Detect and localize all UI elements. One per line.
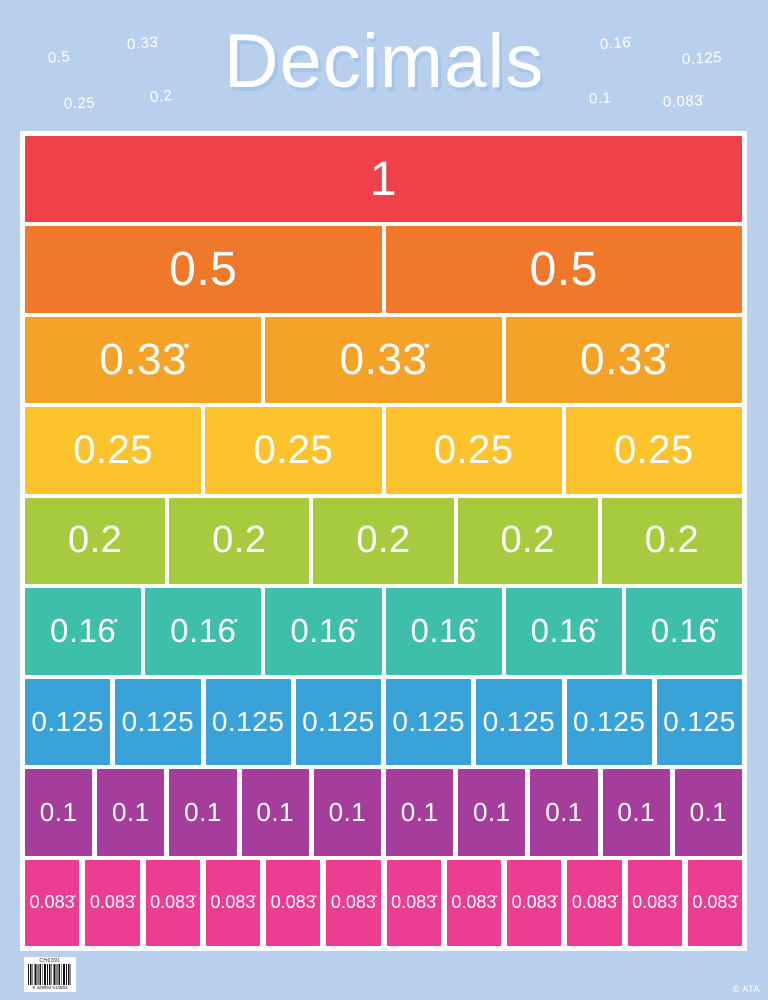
decimal-segment: 0.083̇ — [687, 859, 742, 946]
wall-row-2-parts: 0.5 0.5 — [25, 226, 742, 313]
decimal-segment: 0.1 — [602, 769, 670, 856]
decimal-segment: 0.125 — [386, 678, 472, 766]
decimal-segment: 0.5 — [385, 226, 742, 313]
decimal-segment: 0.1 — [674, 769, 743, 856]
decimal-segment: 0.083̇ — [446, 859, 501, 946]
decimal-segment: 1 — [25, 136, 742, 223]
header: 0.5 0.33̇ 0.25 0.2 0.16̇ 0.125 0.1 0.083… — [0, 0, 768, 131]
decimal-segment: 0.1 — [97, 769, 165, 856]
poster-title: Decimals — [223, 19, 545, 104]
wall-row-10-parts: 0.1 0.1 0.1 0.1 0.1 0.1 0.1 0.1 0.1 0.1 — [25, 769, 743, 856]
decimal-segment: 0.16̇ — [25, 588, 142, 675]
decimal-segment: 0.125 — [205, 678, 291, 766]
decimal-segment: 0.33̇ — [265, 316, 502, 404]
wall-row-5-parts: 0.2 0.2 0.2 0.2 0.2 — [25, 497, 743, 585]
decimal-segment: 0.083̇ — [507, 859, 562, 946]
decimal-segment: 0.083̇ — [627, 859, 682, 946]
decimal-segment: 0.16̇ — [145, 588, 262, 675]
decimal-segment: 0.1 — [386, 769, 454, 856]
decimal-segment: 0.083̇ — [145, 859, 200, 946]
decimal-segment: 0.16̇ — [625, 588, 743, 675]
decimal-segment: 0.125 — [656, 678, 742, 766]
decimal-segment: 0.1 — [241, 769, 309, 856]
wall-row-8-parts: 0.125 0.125 0.125 0.125 0.125 0.125 0.125 0.125 — [25, 678, 742, 766]
decimal-segment: 0.25 — [205, 407, 382, 494]
wall-row-3-parts: 0.33̇ 0.33̇ 0.33̇ — [25, 316, 742, 404]
wall-row-1-parts: 1 — [25, 136, 742, 223]
decimal-segment: 0.1 — [530, 769, 598, 856]
decimal-segment: 0.16̇ — [505, 588, 622, 675]
decimal-segment: 0.125 — [295, 678, 381, 766]
wall-row-6-parts: 0.16̇ 0.16̇ 0.16̇ 0.16̇ 0.16̇ 0.16̇ — [25, 588, 743, 675]
decimal-segment: 0.16̇ — [385, 588, 502, 675]
decimal-segment: 0.33̇ — [505, 316, 742, 404]
decimal-segment: 0.2 — [25, 497, 166, 585]
decimal-segment: 0.25 — [565, 407, 742, 494]
decimal-segment: 0.083̇ — [266, 859, 321, 946]
decimal-segment: 0.2 — [457, 497, 598, 585]
decimal-segment: 0.083̇ — [386, 859, 441, 946]
decimal-segment: 0.083̇ — [25, 859, 80, 946]
decimal-segment: 0.083̇ — [567, 859, 622, 946]
decimal-segment: 0.125 — [566, 678, 652, 766]
decimal-segment: 0.33̇ — [25, 316, 262, 404]
decimal-segment: 0.2 — [169, 497, 310, 585]
decimal-fraction-wall: 1 0.5 0.5 0.33̇ 0.33̇ 0.33̇ 0.25 0.25 0.25 0.25 0.… — [20, 131, 747, 951]
barcode-label: CH6391 — [39, 958, 61, 964]
decimal-segment: 0.125 — [25, 678, 111, 766]
copyright-notice: © ATA — [732, 984, 760, 994]
decimal-segment: 0.25 — [385, 407, 562, 494]
decimal-segment: 0.1 — [169, 769, 237, 856]
decimal-segment: 0.083̇ — [85, 859, 140, 946]
decimal-segment: 0.2 — [601, 497, 743, 585]
decimal-segment: 0.16̇ — [265, 588, 382, 675]
decimal-segment: 0.083̇ — [205, 859, 260, 946]
decimal-segment: 0.1 — [25, 769, 93, 856]
decimal-segment: 0.5 — [25, 226, 382, 313]
decimal-segment: 0.125 — [115, 678, 201, 766]
barcode: CH6391 9 329094 013583 — [24, 957, 76, 992]
decimal-segment: 0.125 — [476, 678, 562, 766]
decimal-segment: 0.083̇ — [326, 859, 381, 946]
wall-row-4-parts: 0.25 0.25 0.25 0.25 — [25, 407, 742, 494]
decimal-segment: 0.1 — [313, 769, 382, 856]
barcode-bars-icon — [28, 964, 72, 985]
wall-row-12-parts: 0.083̇ 0.083̇ 0.083̇ 0.083̇ 0.083̇ 0.083̇ 0.08… — [25, 859, 742, 946]
barcode-number: 9 329094 013583 — [32, 985, 68, 990]
decimal-segment: 0.2 — [313, 497, 454, 585]
decimal-segment: 0.1 — [458, 769, 526, 856]
decimal-segment: 0.25 — [25, 407, 202, 494]
